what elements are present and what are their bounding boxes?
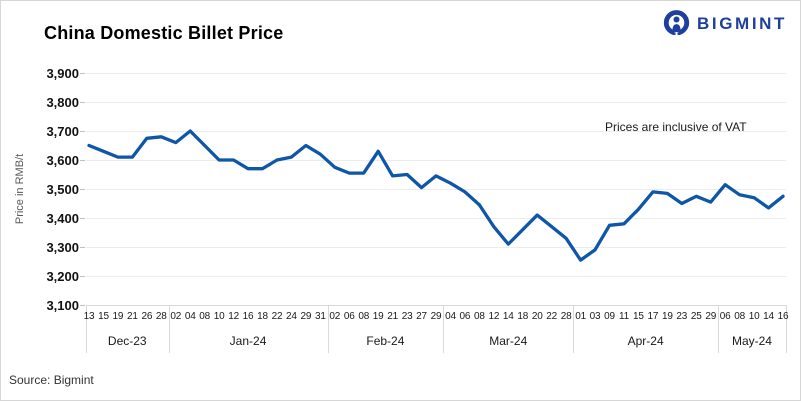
x-day-label: 15 <box>633 311 644 322</box>
x-day-label: 19 <box>372 311 384 322</box>
x-day-label: 01 <box>575 311 586 322</box>
page-title: China Domestic Billet Price <box>44 23 284 43</box>
y-tick-label: 3,200 <box>46 268 79 284</box>
x-day-label: 16 <box>242 311 254 322</box>
brand-logo: BIGMINT <box>663 10 787 37</box>
x-day-label: 12 <box>488 311 500 322</box>
x-day-label: 08 <box>358 311 370 322</box>
x-day-label: 29 <box>705 311 717 322</box>
x-day-label: 08 <box>474 311 485 322</box>
vat-note: Prices are inclusive of VAT <box>605 120 747 134</box>
x-day-label: 09 <box>604 311 615 322</box>
x-day-label: 12 <box>228 311 239 322</box>
x-day-label: 17 <box>647 311 659 322</box>
x-day-label: 08 <box>199 311 211 322</box>
x-day-label: 15 <box>98 311 109 322</box>
bigmint-icon <box>663 10 690 37</box>
x-day-label: 24 <box>286 311 297 322</box>
x-month-label: Dec-23 <box>107 334 147 348</box>
x-day-label: 25 <box>690 311 702 322</box>
x-day-label: 04 <box>445 311 456 322</box>
x-day-label: 16 <box>777 311 789 322</box>
x-day-label: 31 <box>314 311 326 322</box>
x-day-label: 29 <box>430 311 442 322</box>
x-month-label: Jan-24 <box>229 334 267 348</box>
y-tick-label: 3,100 <box>46 297 79 313</box>
x-day-label: 19 <box>112 311 124 322</box>
source-note: Source: Bigmint <box>9 373 94 387</box>
x-day-label: 02 <box>329 311 341 322</box>
x-day-label: 06 <box>343 311 355 322</box>
x-day-label: 22 <box>546 311 558 322</box>
x-day-label: 06 <box>719 311 731 322</box>
x-day-label: 26 <box>141 311 153 322</box>
y-tick-label: 3,400 <box>46 210 79 226</box>
y-tick-label: 3,500 <box>46 181 79 197</box>
y-tick-label: 3,800 <box>46 94 79 110</box>
x-day-label: 23 <box>676 311 688 322</box>
x-day-label: 14 <box>502 311 514 322</box>
x-day-label: 22 <box>271 311 283 322</box>
x-day-label: 23 <box>401 311 413 322</box>
y-tick-label: 3,700 <box>46 123 79 139</box>
y-tick-label: 3,300 <box>46 239 79 255</box>
x-day-label: 03 <box>589 311 601 322</box>
x-day-label: 04 <box>184 311 196 322</box>
x-day-label: 13 <box>83 311 95 322</box>
x-day-label: 28 <box>155 311 167 322</box>
brand-name: BIGMINT <box>697 13 787 33</box>
x-day-label: 10 <box>213 311 225 322</box>
x-day-label: 14 <box>763 311 774 322</box>
x-day-label: 08 <box>734 311 745 322</box>
x-month-label: Feb-24 <box>366 334 405 348</box>
x-day-label: 29 <box>300 311 312 322</box>
y-tick-label: 3,900 <box>46 65 79 81</box>
x-day-label: 19 <box>661 311 673 322</box>
x-month-label: Apr-24 <box>627 334 664 348</box>
x-day-label: 20 <box>531 311 543 322</box>
x-month-label: May-24 <box>731 334 772 348</box>
x-day-label: 21 <box>387 311 398 322</box>
x-month-label: Mar-24 <box>489 334 528 348</box>
x-day-label: 21 <box>127 311 138 322</box>
y-tick-label: 3,600 <box>46 152 79 168</box>
x-day-label: 06 <box>459 311 471 322</box>
price-line <box>87 129 785 262</box>
x-day-label: 11 <box>618 311 629 322</box>
x-day-label: 18 <box>517 311 529 322</box>
x-day-label: 02 <box>170 311 182 322</box>
x-day-label: 10 <box>748 311 760 322</box>
x-day-label: 18 <box>257 311 268 322</box>
x-day-label: 27 <box>416 311 427 322</box>
x-day-label: 28 <box>560 311 572 322</box>
